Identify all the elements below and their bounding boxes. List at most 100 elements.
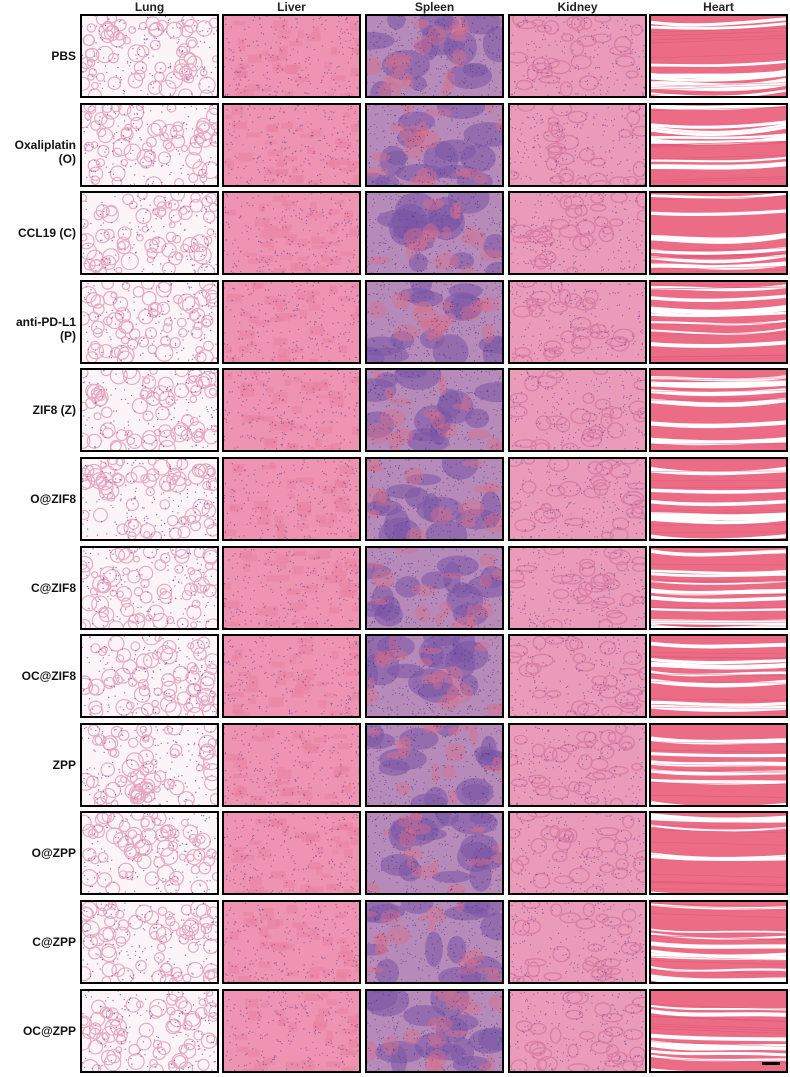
tile-heart-micrograph xyxy=(649,900,788,984)
tile-heart-micrograph xyxy=(649,457,788,541)
tile-heart-micrograph xyxy=(649,280,788,364)
histology-micrograph-icon xyxy=(651,548,786,628)
histology-micrograph-icon xyxy=(510,370,645,450)
tile-liver-micrograph xyxy=(222,989,361,1073)
tile-liver-micrograph xyxy=(222,368,361,452)
tile-heart-micrograph xyxy=(649,103,788,187)
histology-micrograph-icon xyxy=(367,725,502,805)
histology-micrograph-icon xyxy=(224,991,359,1071)
tile-lung-micrograph xyxy=(80,191,219,275)
histology-micrograph-icon xyxy=(510,16,645,96)
row-label: O@ZPP xyxy=(31,846,76,860)
column-header-spleen: Spleen xyxy=(414,0,455,14)
histology-micrograph-icon xyxy=(651,16,786,96)
tile-kidney-micrograph xyxy=(508,14,647,98)
histology-micrograph-icon xyxy=(367,16,502,96)
tile-lung-micrograph xyxy=(80,368,219,452)
histology-micrograph-icon xyxy=(224,813,359,893)
tile-kidney-micrograph xyxy=(508,723,647,807)
tile-liver-micrograph xyxy=(222,457,361,541)
histology-micrograph-icon xyxy=(367,193,502,273)
histology-micrograph-icon xyxy=(510,548,645,628)
tile-lung-micrograph xyxy=(80,546,219,630)
tile-heart-micrograph xyxy=(649,811,788,895)
row-label: OC@ZPP xyxy=(22,1024,76,1038)
tile-liver-micrograph xyxy=(222,634,361,718)
tile-spleen-micrograph xyxy=(365,900,504,984)
histology-micrograph-icon xyxy=(651,459,786,539)
histology-micrograph-icon xyxy=(82,193,217,273)
tile-lung-micrograph xyxy=(80,103,219,187)
tile-kidney-micrograph xyxy=(508,546,647,630)
histology-micrograph-icon xyxy=(510,813,645,893)
histology-micrograph-icon xyxy=(510,991,645,1071)
tile-spleen-micrograph xyxy=(365,546,504,630)
histology-micrograph-icon xyxy=(224,193,359,273)
column-header-liver: Liver xyxy=(277,0,306,14)
tile-spleen-micrograph xyxy=(365,457,504,541)
tile-lung-micrograph xyxy=(80,811,219,895)
histology-micrograph-icon xyxy=(82,725,217,805)
tile-kidney-micrograph xyxy=(508,811,647,895)
tile-kidney-micrograph xyxy=(508,634,647,718)
histology-micrograph-icon xyxy=(82,370,217,450)
histology-micrograph-icon xyxy=(224,459,359,539)
histology-micrograph-icon xyxy=(82,548,217,628)
histology-micrograph-icon xyxy=(651,991,786,1071)
histology-micrograph-icon xyxy=(651,193,786,273)
column-header-heart: Heart xyxy=(703,0,734,14)
tile-heart-micrograph xyxy=(649,546,788,630)
tile-spleen-micrograph xyxy=(365,723,504,807)
tile-lung-micrograph xyxy=(80,14,219,98)
row-label: ZPP xyxy=(52,758,76,772)
histology-micrograph-icon xyxy=(651,725,786,805)
row-label: OC@ZIF8 xyxy=(21,669,76,683)
histology-micrograph-icon xyxy=(651,813,786,893)
row-label: ZIF8 (Z) xyxy=(32,403,76,417)
histology-micrograph-icon xyxy=(82,902,217,982)
tile-liver-micrograph xyxy=(222,723,361,807)
tile-heart-micrograph xyxy=(649,634,788,718)
tile-kidney-micrograph xyxy=(508,191,647,275)
histology-micrograph-icon xyxy=(224,370,359,450)
histology-micrograph-icon xyxy=(224,725,359,805)
tile-kidney-micrograph xyxy=(508,368,647,452)
tile-liver-micrograph xyxy=(222,546,361,630)
histology-micrograph-icon xyxy=(82,813,217,893)
histology-micrograph-icon xyxy=(510,105,645,185)
histology-micrograph-icon xyxy=(224,636,359,716)
histology-micrograph-icon xyxy=(82,459,217,539)
histology-micrograph-icon xyxy=(510,193,645,273)
tile-heart-micrograph xyxy=(649,14,788,98)
tile-liver-micrograph xyxy=(222,900,361,984)
histology-micrograph-icon xyxy=(224,105,359,185)
tile-lung-micrograph xyxy=(80,280,219,364)
histology-micrograph-icon xyxy=(651,282,786,362)
tile-liver-micrograph xyxy=(222,191,361,275)
row-label: Oxaliplatin (O) xyxy=(14,138,76,166)
row-label: CCL19 (C) xyxy=(17,226,76,240)
histology-micrograph-icon xyxy=(224,548,359,628)
histology-micrograph-icon xyxy=(510,902,645,982)
histology-micrograph-icon xyxy=(82,636,217,716)
tile-lung-micrograph xyxy=(80,457,219,541)
tile-heart-micrograph xyxy=(649,989,788,1073)
histology-micrograph-icon xyxy=(367,370,502,450)
histology-micrograph-icon xyxy=(367,636,502,716)
tile-lung-micrograph xyxy=(80,900,219,984)
tile-heart-micrograph xyxy=(649,368,788,452)
histology-micrograph-icon xyxy=(82,105,217,185)
histology-micrograph-icon xyxy=(82,16,217,96)
row-label: O@ZIF8 xyxy=(30,492,76,506)
histology-micrograph-icon xyxy=(367,459,502,539)
histology-micrograph-icon xyxy=(510,459,645,539)
tile-spleen-micrograph xyxy=(365,280,504,364)
tile-kidney-micrograph xyxy=(508,280,647,364)
tile-kidney-micrograph xyxy=(508,900,647,984)
histology-micrograph-icon xyxy=(651,105,786,185)
histology-micrograph-icon xyxy=(367,282,502,362)
column-header-kidney: Kidney xyxy=(557,0,598,14)
histology-micrograph-icon xyxy=(367,902,502,982)
tile-spleen-micrograph xyxy=(365,989,504,1073)
tile-spleen-micrograph xyxy=(365,368,504,452)
